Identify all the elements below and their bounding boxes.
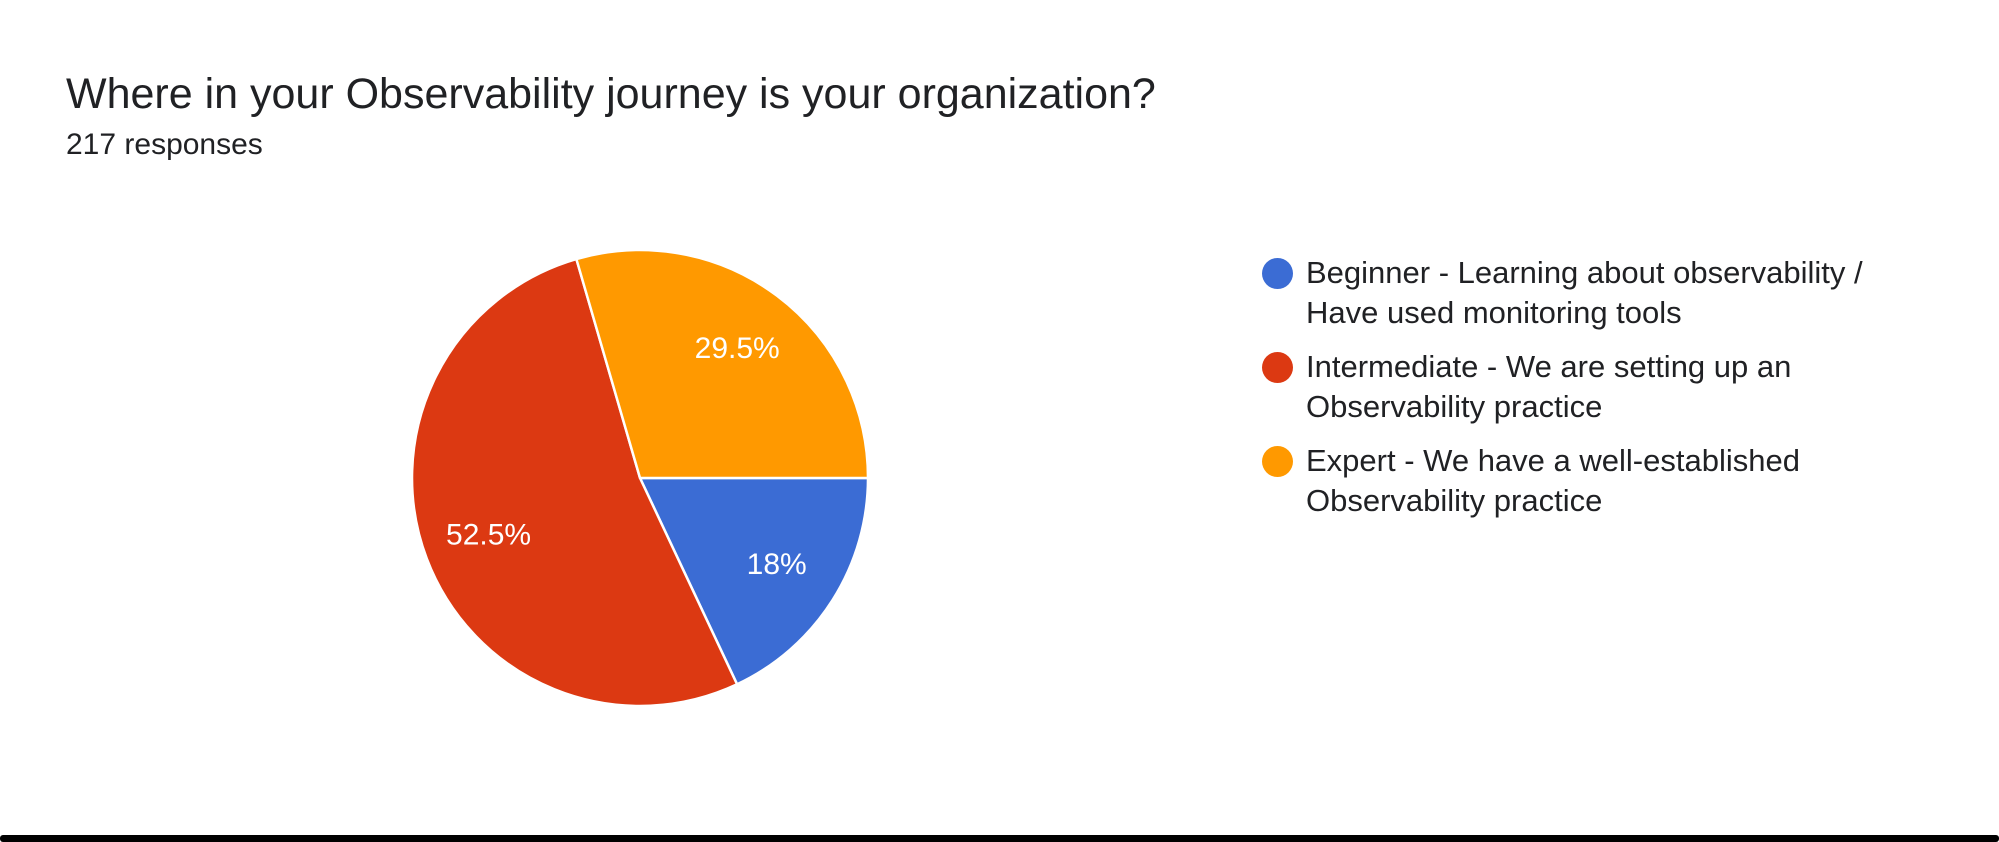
question-title: Where in your Observability journey is y… bbox=[66, 70, 1156, 118]
response-count: 217 responses bbox=[66, 128, 263, 161]
legend-label: Expert - We have a well-established Obse… bbox=[1306, 443, 1800, 518]
pie-slice[interactable] bbox=[638, 476, 870, 686]
legend-item: Intermediate - We are setting up an Obse… bbox=[1262, 347, 1910, 427]
pie-slice-label: 52.5% bbox=[446, 519, 531, 552]
legend-item: Expert - We have a well-established Obse… bbox=[1262, 441, 1910, 521]
pie-chart-container: 18% 52.5% 29.5% bbox=[340, 178, 940, 778]
pie-chart: 18% 52.5% 29.5% bbox=[410, 248, 870, 708]
legend-color-dot-icon bbox=[1262, 258, 1293, 289]
pie-slice[interactable] bbox=[575, 248, 870, 480]
legend-label: Beginner - Learning about observability … bbox=[1306, 255, 1863, 330]
chart-legend: Beginner - Learning about observability … bbox=[1262, 253, 1910, 535]
pie-slice[interactable] bbox=[410, 257, 739, 708]
pie-slice-label: 29.5% bbox=[695, 332, 780, 365]
pie-slice-label: 18% bbox=[747, 548, 807, 581]
legend-label: Intermediate - We are setting up an Obse… bbox=[1306, 349, 1792, 424]
legend-color-dot-icon bbox=[1262, 446, 1293, 477]
legend-item: Beginner - Learning about observability … bbox=[1262, 253, 1910, 333]
bottom-border-bar bbox=[0, 835, 1999, 842]
legend-color-dot-icon bbox=[1262, 352, 1293, 383]
